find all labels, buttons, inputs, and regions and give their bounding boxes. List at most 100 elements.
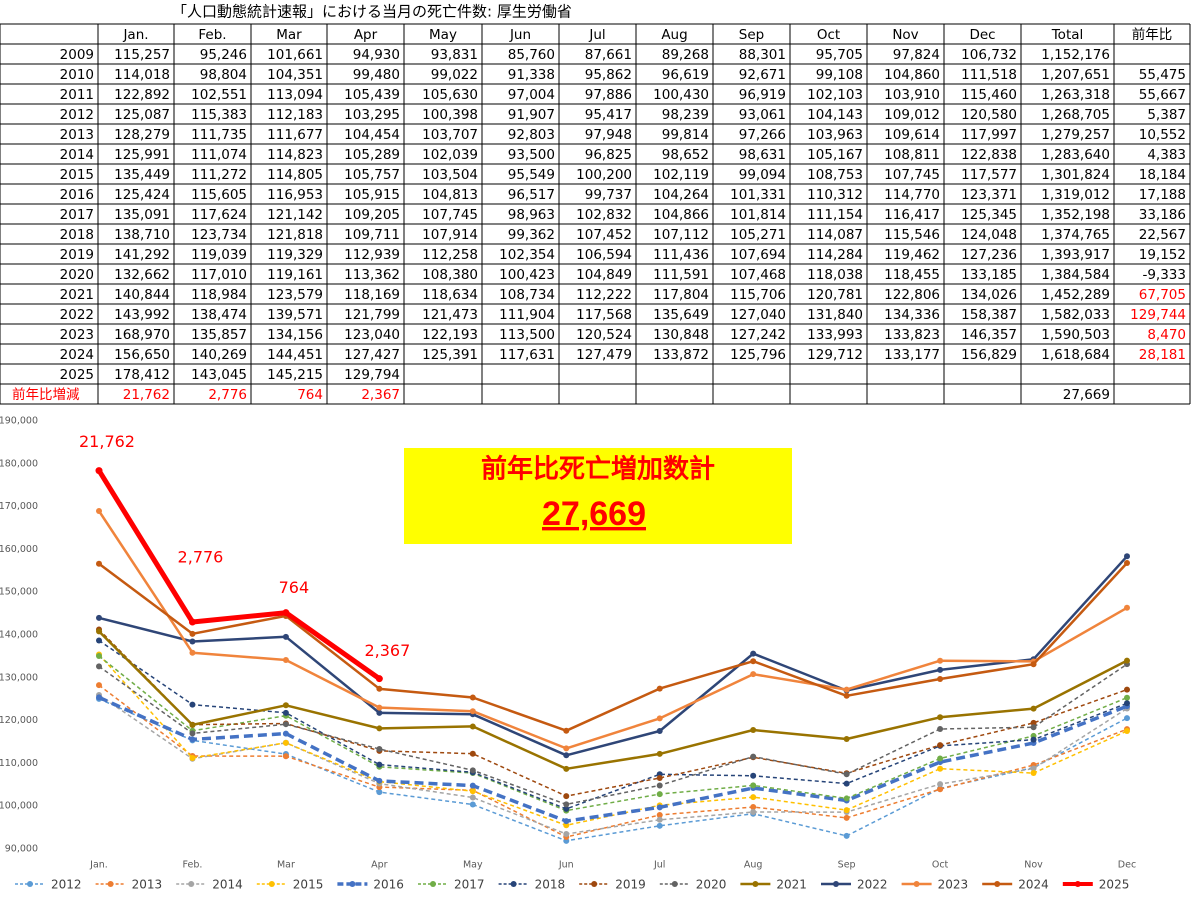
- table-cell: 96,919: [739, 87, 786, 103]
- x-tick-label: Jun: [558, 860, 574, 871]
- point: [469, 723, 476, 730]
- table-cell: 19,152: [1139, 247, 1186, 263]
- table-cell: 129,712: [807, 347, 863, 363]
- table-cell: 115,546: [884, 227, 940, 243]
- legend-marker: [671, 881, 678, 887]
- point: [563, 818, 570, 825]
- table-cell: 2020: [60, 267, 94, 283]
- annotation: 21,762: [79, 432, 135, 451]
- table-cell: 105,439: [344, 87, 400, 103]
- table-cell: 2010: [60, 67, 94, 83]
- table-cell: 116,953: [267, 187, 323, 203]
- point: [843, 807, 850, 814]
- table-cell: 98,963: [508, 207, 555, 223]
- table-cell: 1,268,705: [1041, 107, 1110, 123]
- table-cell: 105,289: [344, 147, 400, 163]
- table-header: Jun: [509, 27, 531, 43]
- table-cell: 91,338: [508, 67, 555, 83]
- table-cell: 18,184: [1139, 167, 1186, 183]
- table-cell: 121,142: [267, 207, 323, 223]
- table-cell: 105,167: [807, 147, 863, 163]
- table-cell: 119,039: [191, 247, 247, 263]
- table-cell: 119,462: [884, 247, 940, 263]
- legend-marker: [591, 881, 598, 887]
- table-title: 「人口動態統計速報」における当月の死亡件数: 厚生労働省: [172, 3, 572, 21]
- y-tick-label: 140,000: [0, 630, 38, 641]
- table-header: Oct: [817, 27, 840, 43]
- series-line: [98, 655, 1128, 812]
- table-cell: 1,393,917: [1041, 247, 1110, 263]
- point: [563, 745, 570, 752]
- table-cell: 104,866: [653, 207, 709, 223]
- table-cell: 2012: [60, 107, 94, 123]
- table-cell: 97,948: [585, 127, 632, 143]
- series-line: [98, 684, 1128, 838]
- table-cell: 118,038: [807, 267, 863, 283]
- y-tick-label: 120,000: [0, 715, 38, 726]
- table-cell: 108,734: [499, 287, 555, 303]
- point: [189, 701, 196, 708]
- table-cell: 99,814: [662, 127, 709, 143]
- point: [96, 614, 102, 621]
- point: [937, 742, 944, 749]
- table-header: Jan.: [122, 27, 148, 43]
- point: [656, 822, 663, 829]
- point: [282, 702, 289, 709]
- point: [376, 777, 383, 784]
- point: [750, 671, 757, 678]
- table-cell: 104,351: [267, 67, 323, 83]
- legend-marker: [188, 881, 195, 887]
- point: [469, 694, 476, 701]
- table-cell: 1,452,289: [1041, 287, 1110, 303]
- table-cell: 133,993: [807, 327, 863, 343]
- table-cell: 106,732: [961, 47, 1017, 63]
- table-cell: 95,862: [585, 67, 632, 83]
- y-tick-label: 180,000: [0, 458, 38, 469]
- table-cell: 138,474: [191, 307, 247, 323]
- table-cell: 114,805: [267, 167, 323, 183]
- table-cell: 122,806: [884, 287, 940, 303]
- table-cell: 1,352,198: [1041, 207, 1110, 223]
- table-cell: 133,823: [884, 327, 940, 343]
- table-cell: 1,374,765: [1041, 227, 1110, 243]
- point: [843, 780, 850, 787]
- table-cell: 93,831: [431, 47, 478, 63]
- table-cell: 2024: [60, 347, 94, 363]
- table-cell: 107,914: [422, 227, 478, 243]
- table-header: Dec: [969, 27, 995, 43]
- table-cell: 131,840: [807, 307, 863, 323]
- table-cell: 115,460: [961, 87, 1017, 103]
- table-cell: 132,662: [114, 267, 170, 283]
- table-cell: 114,770: [884, 187, 940, 203]
- table-cell: 140,844: [114, 287, 170, 303]
- table-cell: 146,357: [961, 327, 1017, 343]
- table-cell: 102,551: [191, 87, 247, 103]
- table-cell: 104,860: [884, 67, 940, 83]
- table-cell: 1,590,503: [1041, 327, 1110, 343]
- x-tick-label: Feb.: [183, 860, 203, 871]
- table-cell: 104,264: [653, 187, 709, 203]
- point: [563, 801, 570, 808]
- table-cell: 99,094: [739, 167, 786, 183]
- point: [189, 730, 196, 737]
- table-cell: 127,236: [961, 247, 1017, 263]
- legend-marker: [430, 881, 436, 887]
- table-cell: 114,087: [807, 227, 863, 243]
- table-cell: 102,832: [576, 207, 632, 223]
- table-cell: 113,500: [499, 327, 555, 343]
- point: [1030, 661, 1037, 668]
- table-header: Feb.: [198, 27, 226, 43]
- table-cell: 139,571: [267, 307, 323, 323]
- table-cell: 120,524: [576, 327, 632, 343]
- table-cell: 1,301,824: [1041, 167, 1110, 183]
- point: [937, 725, 944, 732]
- table-cell: 103,504: [422, 167, 478, 183]
- table-cell: 100,430: [653, 87, 709, 103]
- table-cell: 111,677: [267, 127, 323, 143]
- table-cell: 17,188: [1139, 187, 1186, 203]
- table-cell: 135,091: [114, 207, 170, 223]
- table-cell: 112,258: [422, 247, 478, 263]
- table-cell: 2011: [60, 87, 94, 103]
- table-cell: 102,119: [653, 167, 709, 183]
